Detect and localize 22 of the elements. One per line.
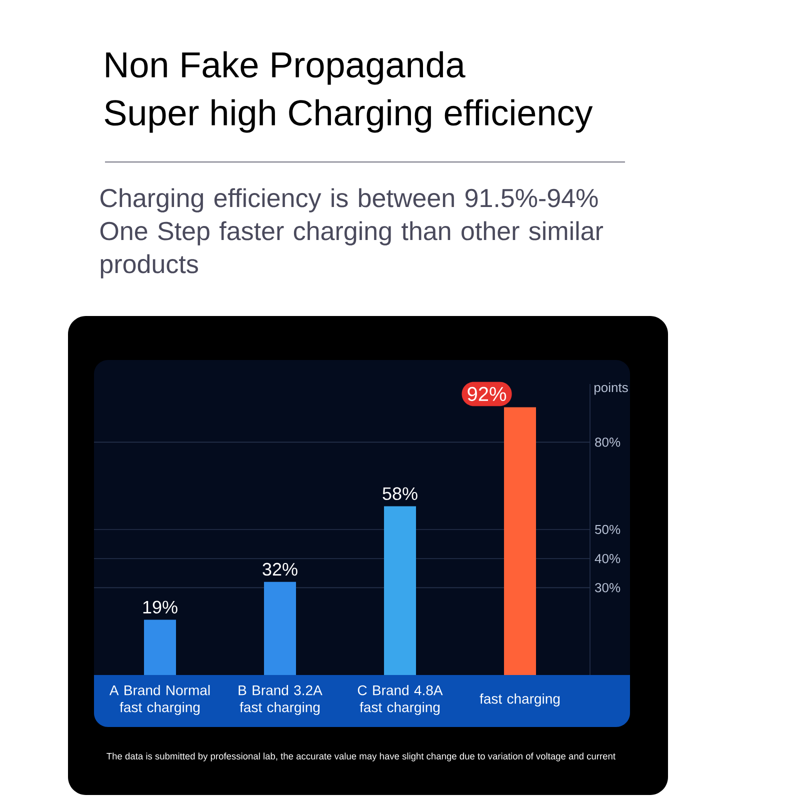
y-tick-label: 30%: [595, 583, 620, 592]
x-tick-label: A Brand Normal fast charging: [109, 684, 210, 716]
data-label: 19%: [143, 600, 178, 614]
data-label: 92%: [468, 386, 506, 402]
bar: [384, 506, 416, 675]
chart-title: Non Fake Propaganda: [106, 51, 466, 85]
y-tick-label: 40%: [594, 554, 620, 564]
x-tick-label: C Brand 4.8A fast charging: [358, 684, 443, 716]
text: Charging efficiency is between 91.5%-94%: [100, 188, 598, 212]
y-tick-label: 50%: [595, 524, 620, 534]
bar: [144, 620, 176, 675]
bar: [264, 582, 296, 675]
data-label: 32%: [262, 562, 298, 576]
y-axis-title: points: [594, 382, 628, 395]
text: One Step faster charging than other similar products: [100, 221, 604, 278]
x-tick-label: B Brand 3.2A fast charging: [238, 684, 322, 716]
text: The data is submitted by professional lab, the accurate value may have slight change due to variation of voltage and current: [106, 752, 616, 762]
y-tick-label: 80%: [595, 438, 620, 447]
x-tick-label: fast charging: [480, 693, 560, 707]
chart-subtitle: Super high Charging efficiency: [104, 99, 593, 133]
bar: [504, 407, 536, 675]
data-label: 58%: [382, 487, 418, 500]
